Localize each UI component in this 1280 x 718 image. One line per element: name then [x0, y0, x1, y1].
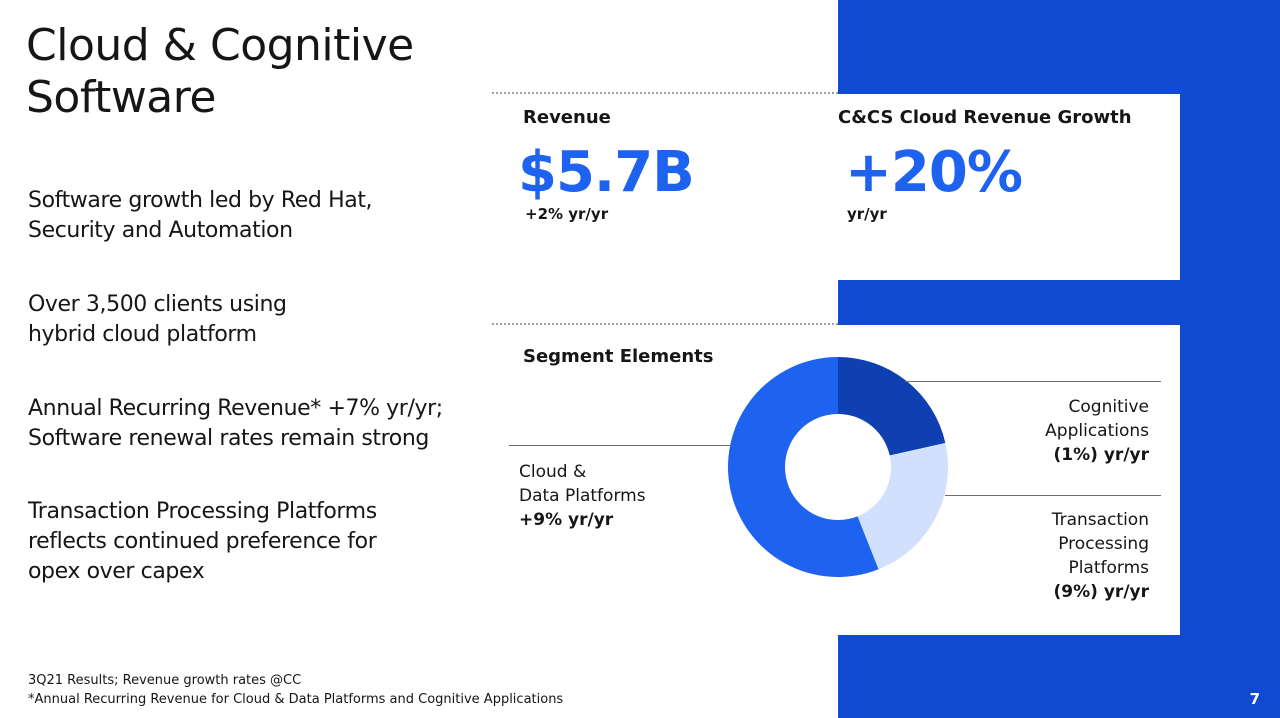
bullet-line: Transaction Processing Platforms [28, 499, 377, 524]
segment-label-transaction: Transaction Processing Platforms (9%) yr… [1052, 508, 1149, 604]
bullet-item: Software growth led by Red Hat, Security… [28, 186, 373, 246]
footnote-line: *Annual Recurring Revenue for Cloud & Da… [28, 692, 564, 707]
segment-label-line: Cloud & [519, 462, 587, 482]
bullet-line: Security and Automation [28, 218, 293, 243]
cloud-growth-change: yr/yr [847, 205, 887, 223]
bullet-line: opex over capex [28, 559, 205, 584]
footnote-line: 3Q21 Results; Revenue growth rates @CC [28, 673, 302, 688]
metrics-card-right [838, 94, 1180, 280]
segment-label-line: Applications [1045, 421, 1149, 441]
page-title: Cloud & Cognitive Software [26, 20, 414, 124]
divider [492, 92, 838, 94]
segment-label-cognitive: Cognitive Applications (1%) yr/yr [1045, 395, 1149, 467]
segment-growth: +9% yr/yr [519, 510, 614, 530]
page-number: 7 [1249, 690, 1260, 708]
segments-label: Segment Elements [523, 346, 714, 367]
leader-line-cognitive [905, 381, 1161, 382]
revenue-value: $5.7B [518, 140, 695, 205]
segment-growth: (1%) yr/yr [1053, 445, 1149, 465]
revenue-change: +2% yr/yr [525, 205, 609, 223]
segment-growth: (9%) yr/yr [1053, 582, 1149, 602]
segment-label-line: Platforms [1068, 558, 1149, 578]
bullet-line: reflects continued preference for [28, 529, 377, 554]
bullet-item: Annual Recurring Revenue* +7% yr/yr; Sof… [28, 394, 443, 454]
segment-label-cloud-data: Cloud & Data Platforms +9% yr/yr [519, 460, 646, 532]
leader-line-cloud-data [509, 445, 731, 446]
cloud-growth-value: +20% [845, 140, 1023, 205]
bullet-line: Annual Recurring Revenue* +7% yr/yr; [28, 396, 443, 421]
bullet-item: Over 3,500 clients using hybrid cloud pl… [28, 290, 287, 350]
revenue-label: Revenue [523, 107, 611, 128]
cloud-growth-label: C&CS Cloud Revenue Growth [838, 107, 1132, 128]
segment-label-line: Cognitive [1068, 397, 1149, 417]
segment-label-line: Data Platforms [519, 486, 646, 506]
bullet-line: Software growth led by Red Hat, [28, 188, 373, 213]
page-title-line: Software [26, 72, 216, 123]
donut-hole [785, 414, 891, 520]
leader-line-transaction [945, 495, 1161, 496]
bullet-line: hybrid cloud platform [28, 322, 257, 347]
bullet-item: Transaction Processing Platforms reflect… [28, 497, 377, 587]
divider [492, 323, 838, 325]
segment-label-line: Processing [1058, 534, 1149, 554]
segment-label-line: Transaction [1051, 510, 1149, 530]
bullet-line: Over 3,500 clients using [28, 292, 287, 317]
page-title-line: Cloud & Cognitive [26, 20, 414, 71]
bullet-line: Software renewal rates remain strong [28, 426, 429, 451]
